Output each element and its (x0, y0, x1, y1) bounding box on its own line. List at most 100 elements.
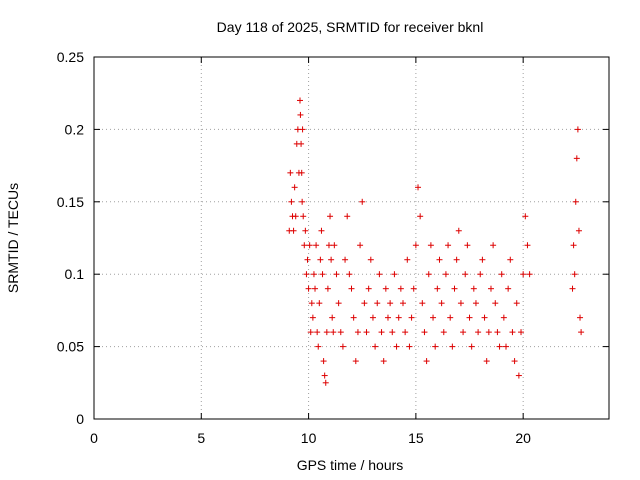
data-point (307, 329, 314, 336)
data-point (507, 256, 514, 263)
x-tick-label: 10 (301, 430, 317, 446)
data-point (466, 314, 473, 321)
data-point (321, 372, 328, 379)
data-point (306, 242, 313, 249)
data-point (511, 358, 518, 365)
data-point (350, 314, 357, 321)
data-point (572, 198, 579, 205)
data-point (436, 256, 443, 263)
data-point (462, 271, 469, 278)
data-point (327, 213, 334, 220)
data-point (522, 213, 529, 220)
data-point (447, 314, 454, 321)
data-point (479, 256, 486, 263)
data-point (308, 300, 315, 307)
data-point (575, 227, 582, 234)
data-point (393, 343, 400, 350)
axes (93, 56, 610, 420)
data-point (298, 169, 305, 176)
data-point (315, 343, 322, 350)
data-point (404, 256, 411, 263)
data-point (526, 271, 533, 278)
data-point (367, 256, 374, 263)
data-point (348, 285, 355, 292)
data-point (432, 343, 439, 350)
data-point (330, 329, 337, 336)
data-point (300, 213, 307, 220)
data-point (331, 242, 338, 249)
x-tick-label: 5 (197, 430, 205, 446)
data-point (291, 184, 298, 191)
data-point (290, 227, 297, 234)
data-point (324, 285, 331, 292)
data-point (406, 343, 413, 350)
data-point (494, 329, 501, 336)
data-point (423, 358, 430, 365)
data-point (421, 329, 428, 336)
data-point (384, 314, 391, 321)
data-point (492, 300, 499, 307)
data-point (472, 300, 479, 307)
data-point (455, 227, 462, 234)
data-point (316, 300, 323, 307)
data-point (485, 329, 492, 336)
y-tick-label: 0.15 (57, 194, 84, 210)
y-tick-label: 0 (76, 411, 84, 427)
data-point (419, 300, 426, 307)
data-point (287, 169, 294, 176)
data-point (299, 198, 306, 205)
data-point (468, 343, 475, 350)
data-point (372, 343, 379, 350)
data-point (318, 227, 325, 234)
data-point (363, 329, 370, 336)
data-point (323, 329, 330, 336)
data-point (442, 271, 449, 278)
data-point (410, 285, 417, 292)
data-point (477, 271, 484, 278)
data-point (352, 358, 359, 365)
data-point (305, 285, 312, 292)
data-point (430, 314, 437, 321)
data-point (344, 213, 351, 220)
data-point (380, 358, 387, 365)
data-point (470, 285, 477, 292)
data-point (457, 300, 464, 307)
y-tick-label: 0.25 (57, 49, 84, 65)
data-point (434, 285, 441, 292)
data-point (302, 227, 309, 234)
data-point (389, 329, 396, 336)
data-point (288, 198, 295, 205)
data-point (301, 242, 308, 249)
data-point (438, 300, 445, 307)
data-point (304, 256, 311, 263)
data-point (520, 271, 527, 278)
data-point (487, 285, 494, 292)
data-point (382, 285, 389, 292)
data-point (369, 314, 376, 321)
grid (94, 57, 609, 419)
y-tick-label: 0.2 (65, 121, 85, 137)
data-point (505, 285, 512, 292)
data-point (445, 242, 452, 249)
data-point (475, 329, 482, 336)
data-point (578, 329, 585, 336)
data-point (427, 242, 434, 249)
data-point (337, 329, 344, 336)
data-point (319, 271, 326, 278)
data-point (408, 314, 415, 321)
data-point (503, 343, 509, 350)
data-point (299, 126, 306, 133)
data-point (402, 329, 409, 336)
chart-title: Day 118 of 2025, SRMTID for receiver bkn… (217, 19, 484, 35)
data-point (490, 242, 497, 249)
data-point (312, 285, 319, 292)
data-point (500, 314, 507, 321)
data-point (417, 213, 424, 220)
data-point (400, 300, 406, 307)
data-point (320, 358, 327, 365)
data-point (440, 329, 447, 336)
data-point (577, 314, 584, 321)
data-point (361, 300, 368, 307)
x-tick-label: 15 (408, 430, 424, 446)
